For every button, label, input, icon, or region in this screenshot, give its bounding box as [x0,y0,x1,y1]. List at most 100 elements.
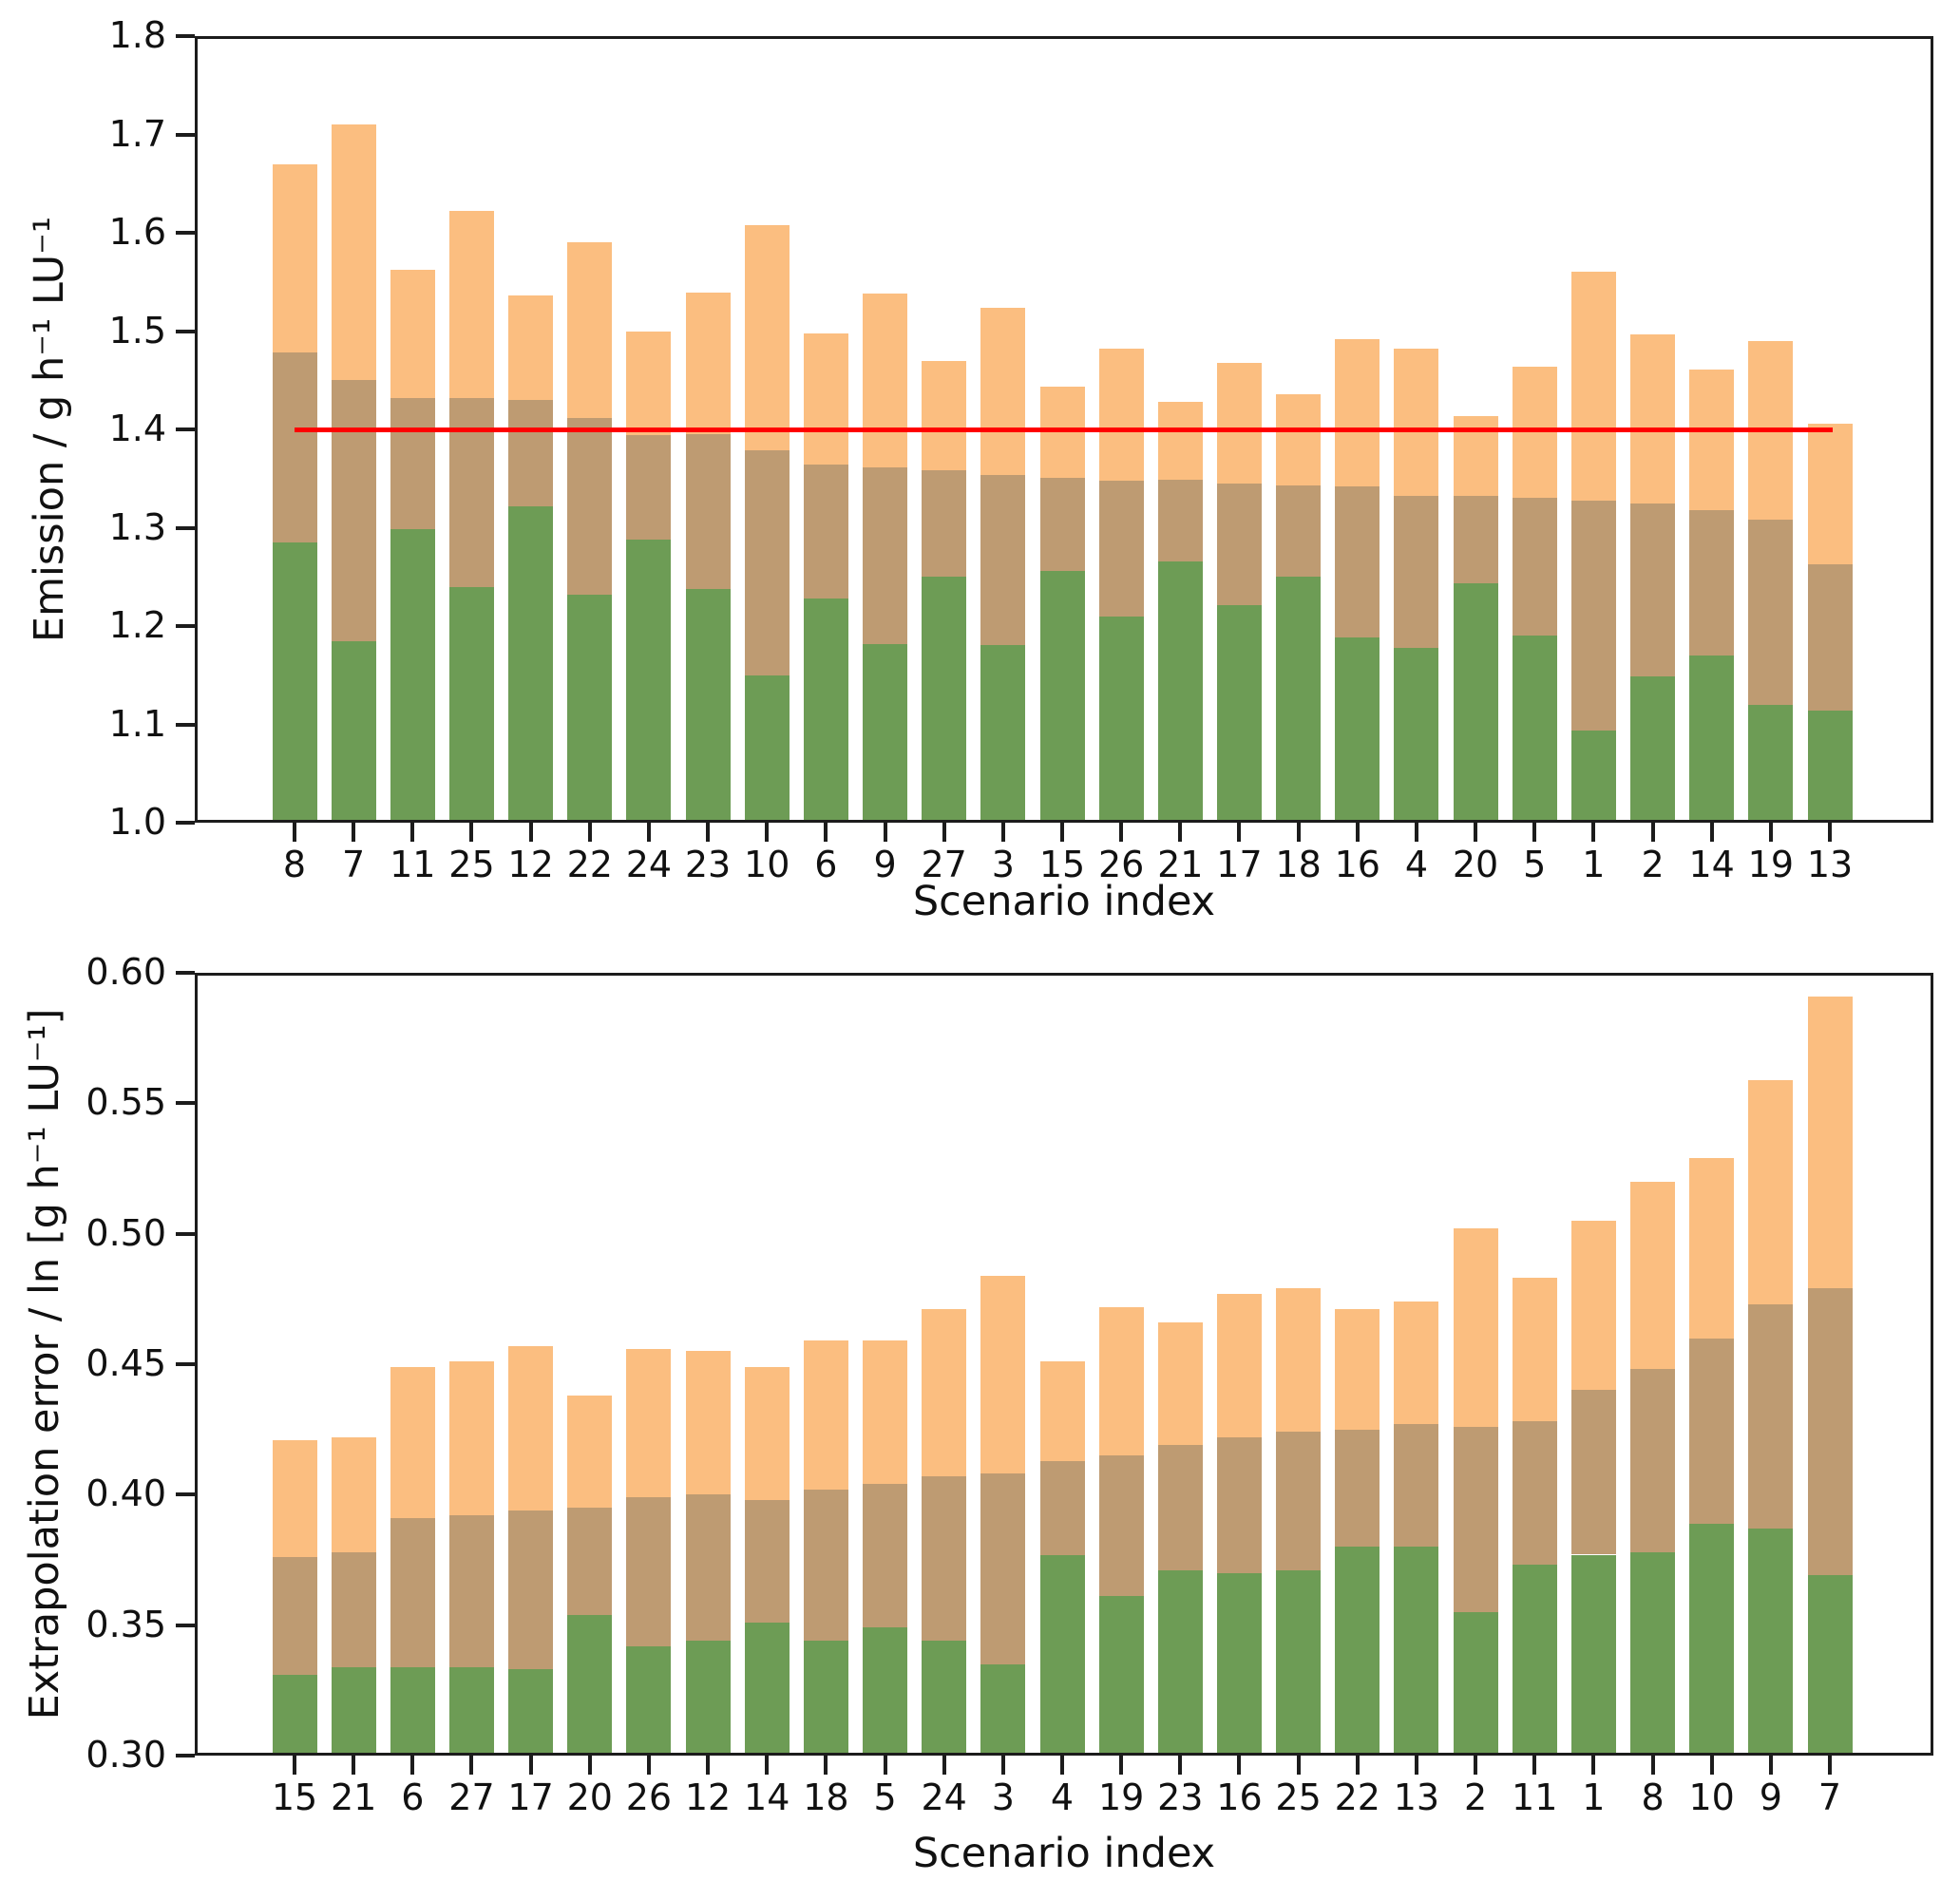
x-tick-label: 27 [921,844,967,885]
y-tick-mark [176,1623,195,1627]
x-tick-mark [1591,823,1596,842]
bar-segment-brown [1098,480,1144,617]
bar-segment-green [390,528,435,820]
bar-segment-brown [744,449,790,675]
bar-segment-brown [1570,1390,1616,1555]
bar-segment-brown [1394,1424,1439,1548]
x-tick-label: 2 [1641,844,1665,885]
x-tick-mark [469,823,474,842]
bar-segment-green [1394,1547,1439,1753]
bar-segment-orange [1276,393,1322,485]
y-tick-mark [176,34,195,38]
bar-segment-orange [390,1366,435,1519]
bar-segment-orange [567,1395,613,1509]
bar-segment-orange [1335,338,1380,487]
x-tick-mark [469,1756,474,1775]
bar-segment-brown [1748,1303,1794,1530]
bar-segment-orange [390,270,435,398]
bar-segment-brown [1453,1426,1498,1612]
bar-segment-green [626,1645,672,1753]
x-tick-label: 4 [1050,1776,1075,1818]
x-tick-label: 19 [1097,1776,1145,1818]
x-tick-mark [1768,823,1773,842]
y-tick-mark [176,1362,195,1366]
bar-segment-green [1039,1554,1085,1753]
x-tick-mark [883,823,887,842]
x-tick-mark [1000,1756,1005,1775]
bar-segment-orange [508,295,554,400]
x-tick-label: 25 [448,844,495,885]
bottom-plot-area [195,973,1933,1756]
bar-segment-green [567,594,613,820]
bar-segment-green [567,1614,613,1753]
bar-segment-brown [1689,509,1735,656]
bar-segment-orange [1570,272,1616,501]
x-tick-mark [1591,1756,1596,1775]
bar-segment-orange [744,1366,790,1500]
bar-segment-green [685,1641,731,1753]
bar-segment-brown [331,1551,376,1667]
bar-segment-brown [1453,496,1498,584]
bar-segment-brown [685,1494,731,1642]
bar-segment-green [1807,711,1853,820]
bar-segment-brown [272,1557,317,1675]
bar-segment-orange [1157,402,1203,480]
bar-segment-brown [1157,1445,1203,1570]
bar-segment-orange [863,1340,908,1485]
bar-segment-brown [1335,1429,1380,1548]
x-tick-mark [410,1756,415,1775]
x-tick-mark [646,1756,651,1775]
bar-segment-orange [1689,1158,1735,1339]
x-tick-label: 20 [1452,844,1499,885]
bar-segment-green [1689,656,1735,820]
y-tick-label: 0.30 [86,1734,166,1776]
bar-segment-orange [1512,1278,1557,1422]
x-tick-label: 15 [271,1776,318,1818]
bar-segment-brown [626,435,672,540]
bar-segment-brown [1157,479,1203,561]
bar-segment-orange [1216,1293,1262,1437]
x-tick-mark [1828,823,1832,842]
bar-segment-orange [980,307,1026,475]
x-tick-mark [1178,823,1183,842]
x-tick-mark [1768,1756,1773,1775]
bar-segment-orange [1630,333,1676,504]
bar-segment-orange [803,332,848,466]
y-tick-label: 1.5 [108,309,166,352]
y-tick-label: 0.60 [86,951,166,993]
bar-segment-orange [1098,1306,1144,1456]
x-tick-label: 21 [1157,844,1204,885]
bar-segment-orange [272,1439,317,1558]
y-tick-label: 0.40 [86,1472,166,1515]
bar-segment-brown [1394,496,1439,648]
y-tick-label: 0.50 [86,1211,166,1254]
bar-segment-brown [1689,1338,1735,1524]
x-tick-label: 14 [744,1776,790,1818]
y-tick-label: 0.35 [86,1603,166,1645]
bar-segment-green [626,539,672,820]
bar-segment-orange [1039,1361,1085,1461]
x-tick-mark [706,1756,711,1775]
x-tick-label: 3 [991,1776,1015,1818]
bar-segment-orange [685,293,731,435]
x-tick-mark [1532,823,1537,842]
bar-segment-orange [448,211,494,398]
bar-segment-green [922,1641,967,1753]
bar-segment-brown [863,467,908,644]
bar-segment-green [744,674,790,820]
bar-segment-green [1157,560,1203,820]
bar-segment-brown [1630,503,1676,676]
bar-segment-brown [1216,483,1262,606]
y-tick-label: 0.45 [86,1342,166,1384]
x-tick-label: 22 [566,844,613,885]
bar-segment-green [1276,577,1322,820]
bar-segment-green [508,505,554,820]
x-tick-label: 2 [1463,1776,1488,1818]
bar-segment-green [448,586,494,820]
x-tick-mark [293,823,296,842]
y-tick-mark [176,821,195,825]
x-tick-label: 15 [1038,844,1086,885]
y-tick-mark [176,1754,195,1758]
bar-segment-orange [508,1345,554,1510]
